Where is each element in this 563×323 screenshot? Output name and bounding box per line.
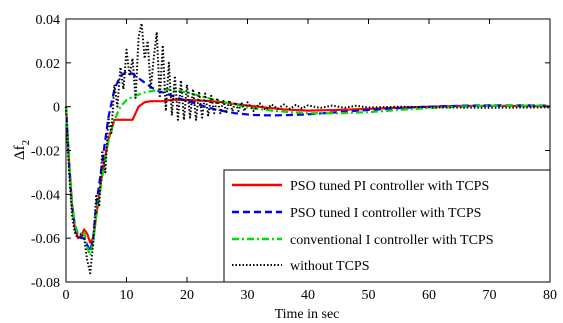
legend-label-pi: PSO tuned PI controller with TCPS — [290, 179, 489, 194]
x-tick-label: 40 — [301, 288, 315, 303]
y-tick-label: 0 — [53, 101, 60, 116]
x-tick-label: 0 — [63, 288, 70, 303]
series-layer — [64, 22, 551, 275]
legend: PSO tuned PI controller with TCPS PSO tu… — [223, 169, 551, 283]
legend-box — [223, 169, 551, 283]
x-tick-label: 20 — [180, 288, 194, 303]
x-axis-label: Time in sec — [275, 307, 340, 322]
y-tick-label: -0.06 — [31, 232, 60, 247]
x-tick-label: 10 — [120, 288, 134, 303]
y-axis-label: Δf2 — [12, 140, 32, 160]
y-tick-label: 0.02 — [36, 57, 61, 72]
y-tick-label: -0.04 — [31, 188, 60, 203]
x-tick-label: 80 — [543, 288, 557, 303]
series-line-0 — [64, 98, 551, 244]
legend-label-without: without TCPS — [290, 259, 370, 274]
axes-layer: 0 10 20 30 40 50 60 70 80 -0.08 -0.06 -0.04 -0.02 0 0.… — [31, 13, 557, 303]
legend-label-i: PSO tuned I controller with TCPS — [290, 206, 481, 221]
series-line-3 — [65, 22, 551, 275]
legend-label-conventional: conventional I controller with TCPS — [290, 233, 494, 248]
x-tick-label: 30 — [241, 288, 255, 303]
series-line-2 — [64, 88, 551, 257]
y-tick-label: -0.08 — [31, 276, 60, 291]
x-tick-label: 70 — [483, 288, 497, 303]
y-axis-label-subscript: 2 — [20, 140, 32, 146]
y-tick-label: 0.04 — [36, 13, 61, 28]
y-tick-label: -0.02 — [31, 145, 60, 160]
x-tick-label: 50 — [362, 288, 376, 303]
x-tick-label: 60 — [422, 288, 436, 303]
